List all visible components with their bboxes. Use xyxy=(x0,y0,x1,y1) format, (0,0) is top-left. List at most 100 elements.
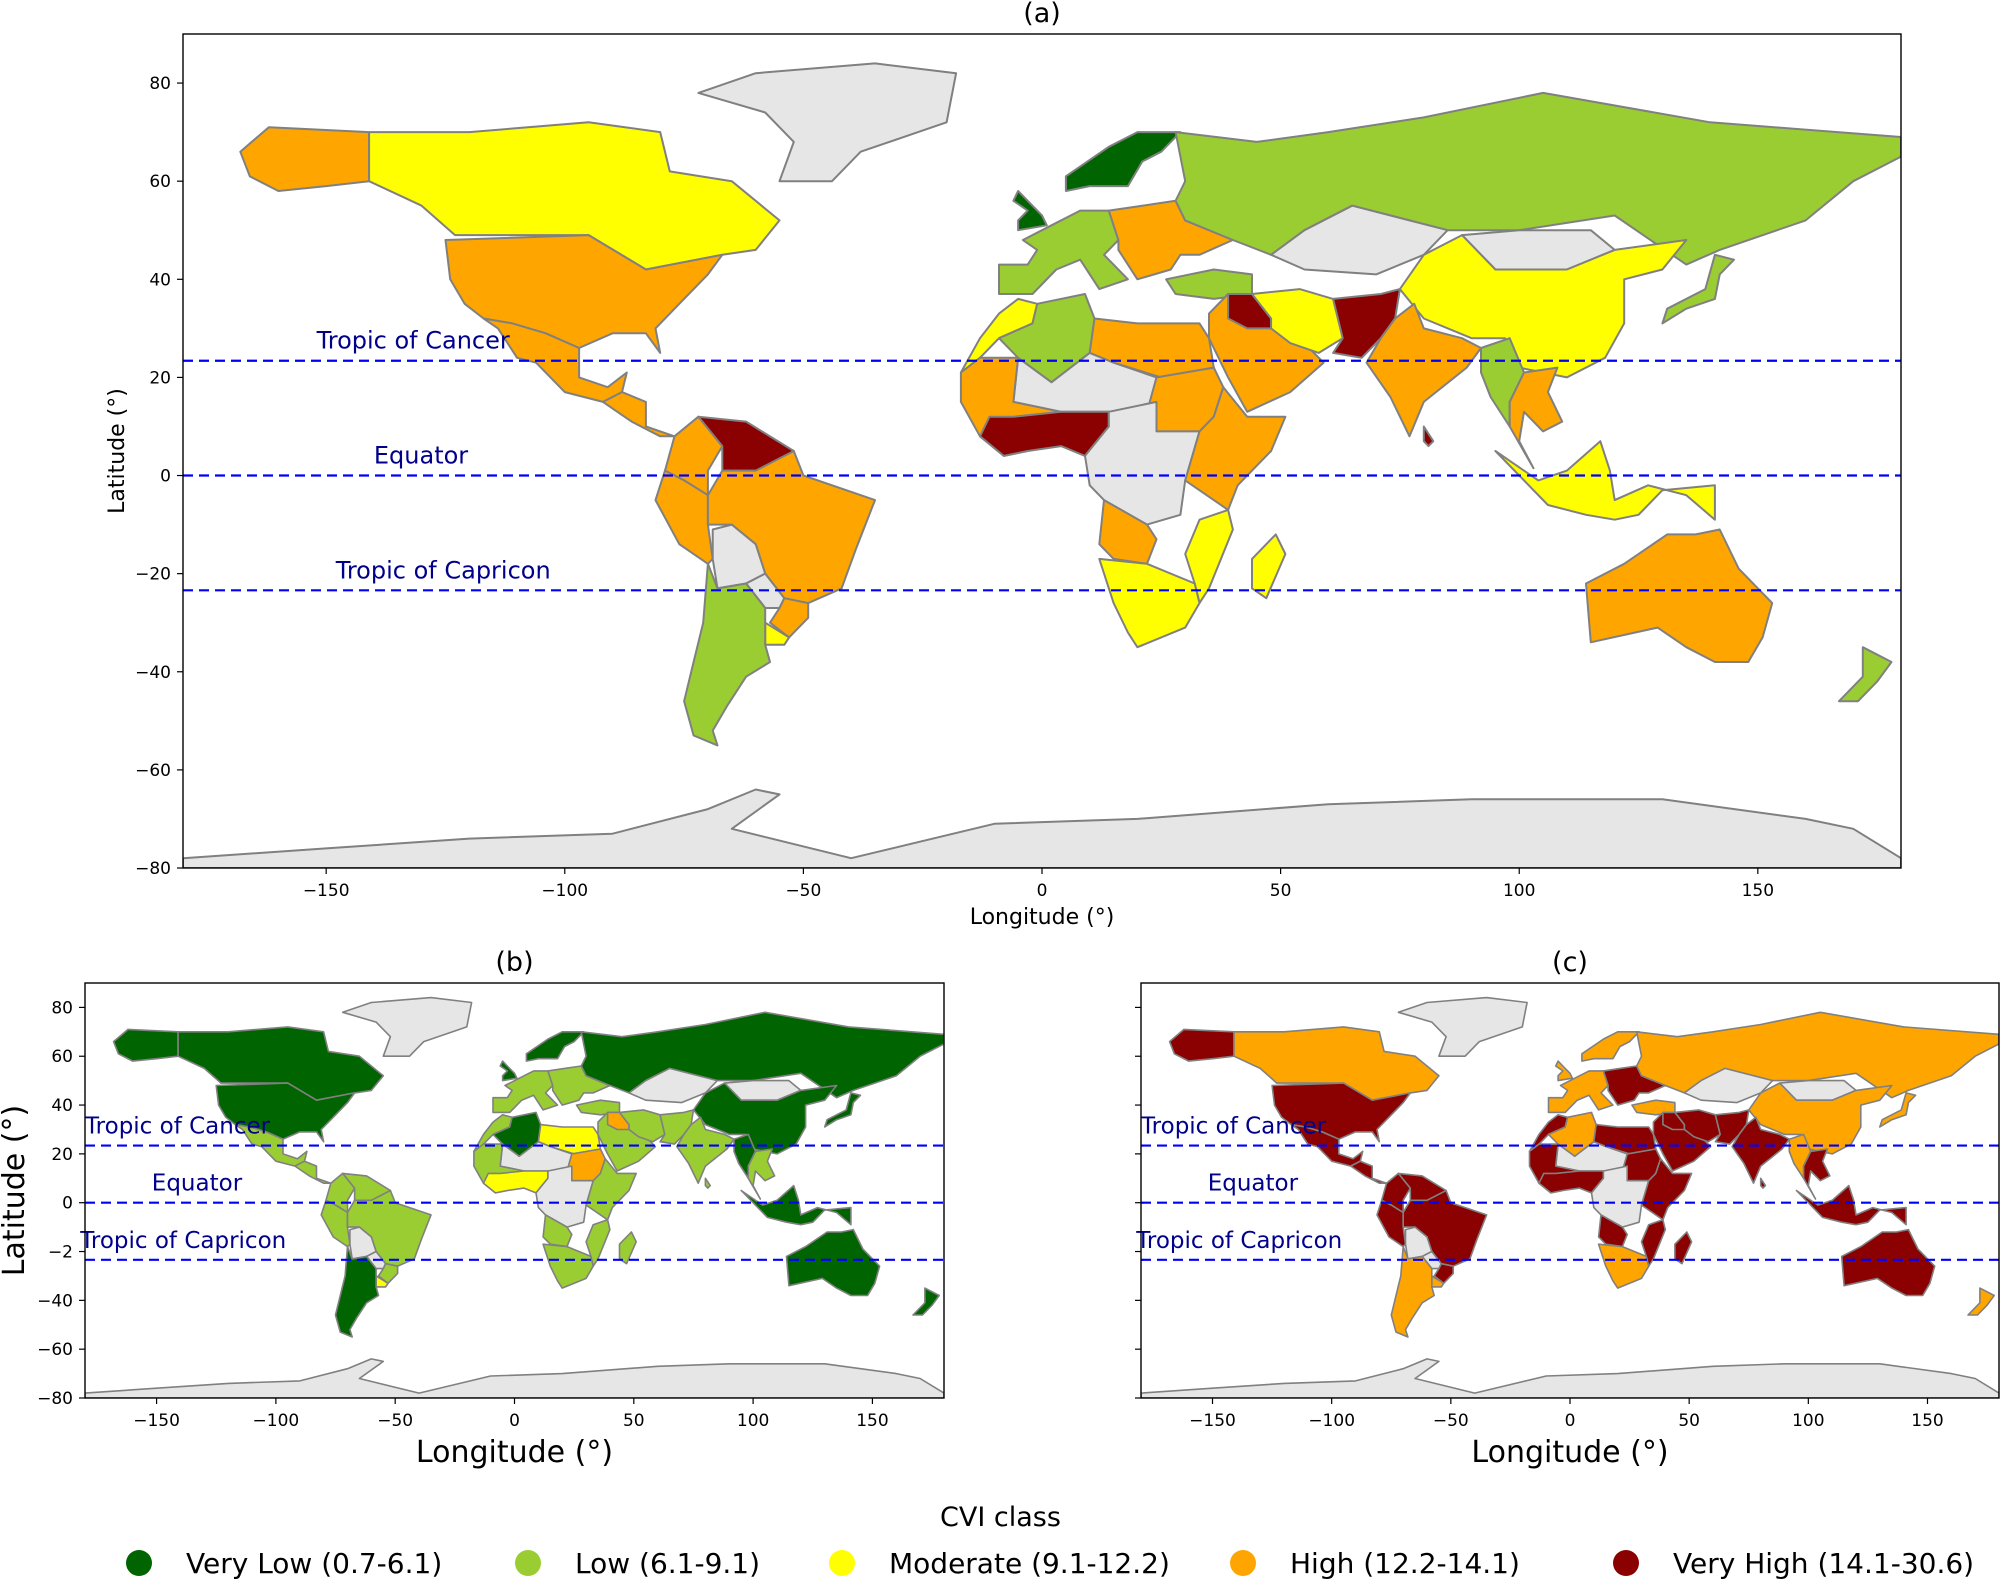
x-tick-label: −150 xyxy=(1189,1411,1236,1431)
region-kazakhstan xyxy=(1683,1067,1774,1104)
reference-line-label: Tropic of Capricon xyxy=(79,1228,286,1254)
region-indonesia xyxy=(740,1184,852,1226)
region-eastern-europe xyxy=(547,1065,611,1106)
region-sri-lanka xyxy=(1422,425,1435,448)
region-japan xyxy=(823,1092,862,1128)
map-regions xyxy=(85,996,944,1398)
y-tick-label: 40 xyxy=(149,270,171,290)
region-china xyxy=(1748,1082,1893,1155)
x-tick-label: −100 xyxy=(1308,1411,1355,1431)
region-india xyxy=(675,1116,735,1184)
legend-item: Low (6.1-9.1) xyxy=(515,1546,760,1580)
reference-line-label: Tropic of Cancer xyxy=(316,327,510,355)
region-iran xyxy=(1674,1109,1721,1143)
legend-label: Moderate (9.1-12.2) xyxy=(889,1546,1170,1580)
x-tick-label: −150 xyxy=(303,881,350,901)
region-eastern-europe xyxy=(1602,1065,1667,1106)
region-south-africa xyxy=(1098,557,1201,649)
y-axis-title: Latitude (°) xyxy=(105,388,130,514)
x-tick-label: 100 xyxy=(737,1411,769,1431)
region-sri-lanka xyxy=(704,1177,712,1189)
y-tick-label: 20 xyxy=(149,368,171,388)
y-tick-label: 60 xyxy=(149,172,171,192)
region-antarctica xyxy=(1141,1358,1999,1398)
region-south-africa xyxy=(542,1243,595,1289)
legend-swatch xyxy=(829,1550,855,1576)
region-se-asia xyxy=(1508,366,1564,470)
region-china xyxy=(1398,234,1688,379)
region-east-africa xyxy=(585,1158,638,1221)
legend-swatch xyxy=(126,1550,152,1576)
region-scandinavia xyxy=(1064,131,1182,192)
panel-title: (c) xyxy=(1552,947,1588,978)
region-alaska xyxy=(112,1028,179,1062)
region-south-africa xyxy=(1597,1243,1650,1289)
map-regions xyxy=(1141,996,1999,1398)
map-regions xyxy=(183,62,1901,868)
y-tick-label: 80 xyxy=(51,998,73,1018)
legend-label: High (12.2-14.1) xyxy=(1290,1546,1520,1580)
x-axis-title: Longitude (°) xyxy=(416,1435,613,1470)
reference-line-label: Equator xyxy=(1208,1171,1299,1197)
region-canada xyxy=(1233,1026,1440,1101)
legend-title: CVI class xyxy=(940,1502,1061,1533)
region-canada xyxy=(368,121,781,271)
y-axis-title: Latitude (°) xyxy=(0,1105,32,1276)
region-scandinavia xyxy=(525,1031,585,1062)
region-chile-argentina xyxy=(683,562,771,747)
region-kazakhstan xyxy=(1270,204,1449,276)
x-axis-title: Longitude (°) xyxy=(1471,1435,1668,1470)
region-greenland xyxy=(1397,996,1528,1057)
x-tick-label: 50 xyxy=(1678,1411,1700,1431)
legend-item: Very Low (0.7-6.1) xyxy=(126,1546,442,1580)
reference-line-label: Tropic of Capricon xyxy=(335,556,551,584)
region-uk xyxy=(1554,1060,1574,1082)
region-scandinavia xyxy=(1581,1031,1640,1062)
y-tick-label: −40 xyxy=(135,663,171,683)
y-tick-label: 0 xyxy=(160,467,171,487)
legend: Very Low (0.7-6.1) Low (6.1-9.1) Moderate … xyxy=(0,1546,2001,1580)
region-western-europe xyxy=(998,209,1129,295)
x-tick-label: −100 xyxy=(253,1411,300,1431)
y-tick-label: 40 xyxy=(51,1096,73,1116)
region-new-zealand xyxy=(912,1287,941,1316)
reference-line-label: Tropic of Cancer xyxy=(1140,1114,1327,1140)
region-chile-argentina xyxy=(1390,1245,1435,1338)
region-eastern-europe xyxy=(1107,199,1234,281)
region-uk xyxy=(1012,190,1048,232)
x-tick-label: −50 xyxy=(377,1411,413,1431)
x-tick-label: 150 xyxy=(1742,881,1774,901)
region-iran xyxy=(1251,288,1344,354)
region-australia xyxy=(1585,528,1774,663)
y-tick-label: −80 xyxy=(135,859,171,879)
y-tick-label: 0 xyxy=(62,1194,73,1214)
panel-title: (a) xyxy=(1023,0,1061,29)
y-tick-label: −60 xyxy=(135,761,171,781)
region-east-africa xyxy=(1184,386,1287,511)
region-madagascar xyxy=(1674,1231,1693,1265)
x-axis-title: Longitude (°) xyxy=(970,905,1115,930)
x-tick-label: −100 xyxy=(541,881,588,901)
x-tick-label: −50 xyxy=(785,881,821,901)
region-japan xyxy=(1661,253,1735,325)
region-indonesia xyxy=(1795,1184,1907,1226)
legend-swatch xyxy=(515,1550,541,1576)
legend-label: Very High (14.1-30.6) xyxy=(1673,1546,1975,1580)
x-tick-label: 100 xyxy=(1792,1411,1824,1431)
region-antarctica xyxy=(85,1358,944,1398)
region-western-europe xyxy=(1547,1070,1614,1114)
map-panel-b: Tropic of Cancer Equator Tropic of Caprico… xyxy=(0,947,945,1470)
region-uk xyxy=(499,1060,518,1082)
region-se-asia xyxy=(747,1148,776,1200)
region-new-zealand xyxy=(1967,1287,1995,1316)
region-alaska xyxy=(239,126,371,192)
x-tick-label: −150 xyxy=(133,1411,180,1431)
x-tick-label: 0 xyxy=(1565,1411,1576,1431)
region-india xyxy=(1365,302,1482,438)
y-tick-label: 20 xyxy=(51,1145,73,1165)
region-chile-argentina xyxy=(334,1245,380,1338)
legend-item: Moderate (9.1-12.2) xyxy=(829,1546,1170,1580)
reference-line-label: Equator xyxy=(374,442,468,470)
region-kazakhstan xyxy=(628,1067,719,1104)
